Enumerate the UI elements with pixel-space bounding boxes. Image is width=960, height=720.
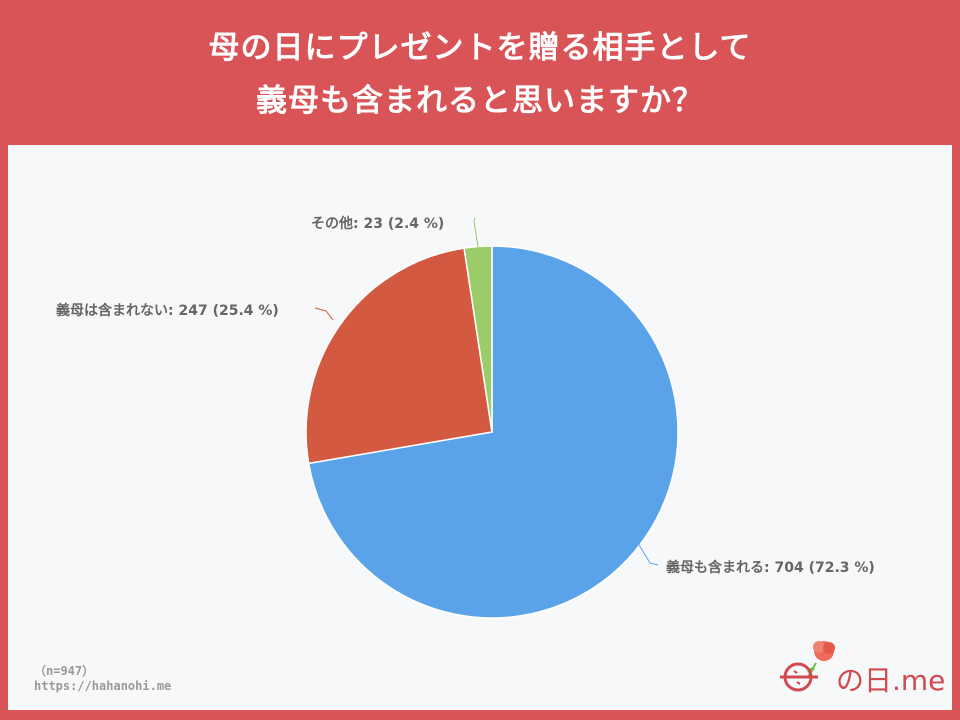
title-line-2: 義母も含まれると思いますか？ bbox=[256, 83, 704, 119]
carnation-logo-icon bbox=[780, 641, 835, 692]
chart-panel: その他: 23 (2.4 %) 義母は含まれない: 247 (25.4 %) 義… bbox=[8, 145, 952, 710]
connector-other bbox=[473, 217, 479, 248]
logo: の日.me bbox=[778, 635, 948, 700]
pie-chart bbox=[305, 217, 679, 619]
connector-no bbox=[314, 307, 334, 321]
label-no: 義母は含まれない: 247 (25.4 %) bbox=[56, 303, 279, 319]
chart-title: 母の日にプレゼントを贈る相手として 義母も含まれると思いますか？ bbox=[0, 22, 960, 128]
label-yes: 義母も含まれる: 704 (72.3 %) bbox=[666, 560, 875, 576]
connector-yes bbox=[635, 539, 659, 566]
label-other: その他: 23 (2.4 %) bbox=[311, 216, 445, 232]
logo-text: の日.me bbox=[836, 664, 946, 697]
sample-size: （n=947） bbox=[34, 664, 95, 678]
title-line-1: 母の日にプレゼントを贈る相手として bbox=[208, 30, 752, 66]
slice-no[interactable] bbox=[305, 247, 493, 465]
slice-yes[interactable] bbox=[307, 245, 679, 619]
source-url: https://hahanohi.me bbox=[34, 679, 172, 693]
